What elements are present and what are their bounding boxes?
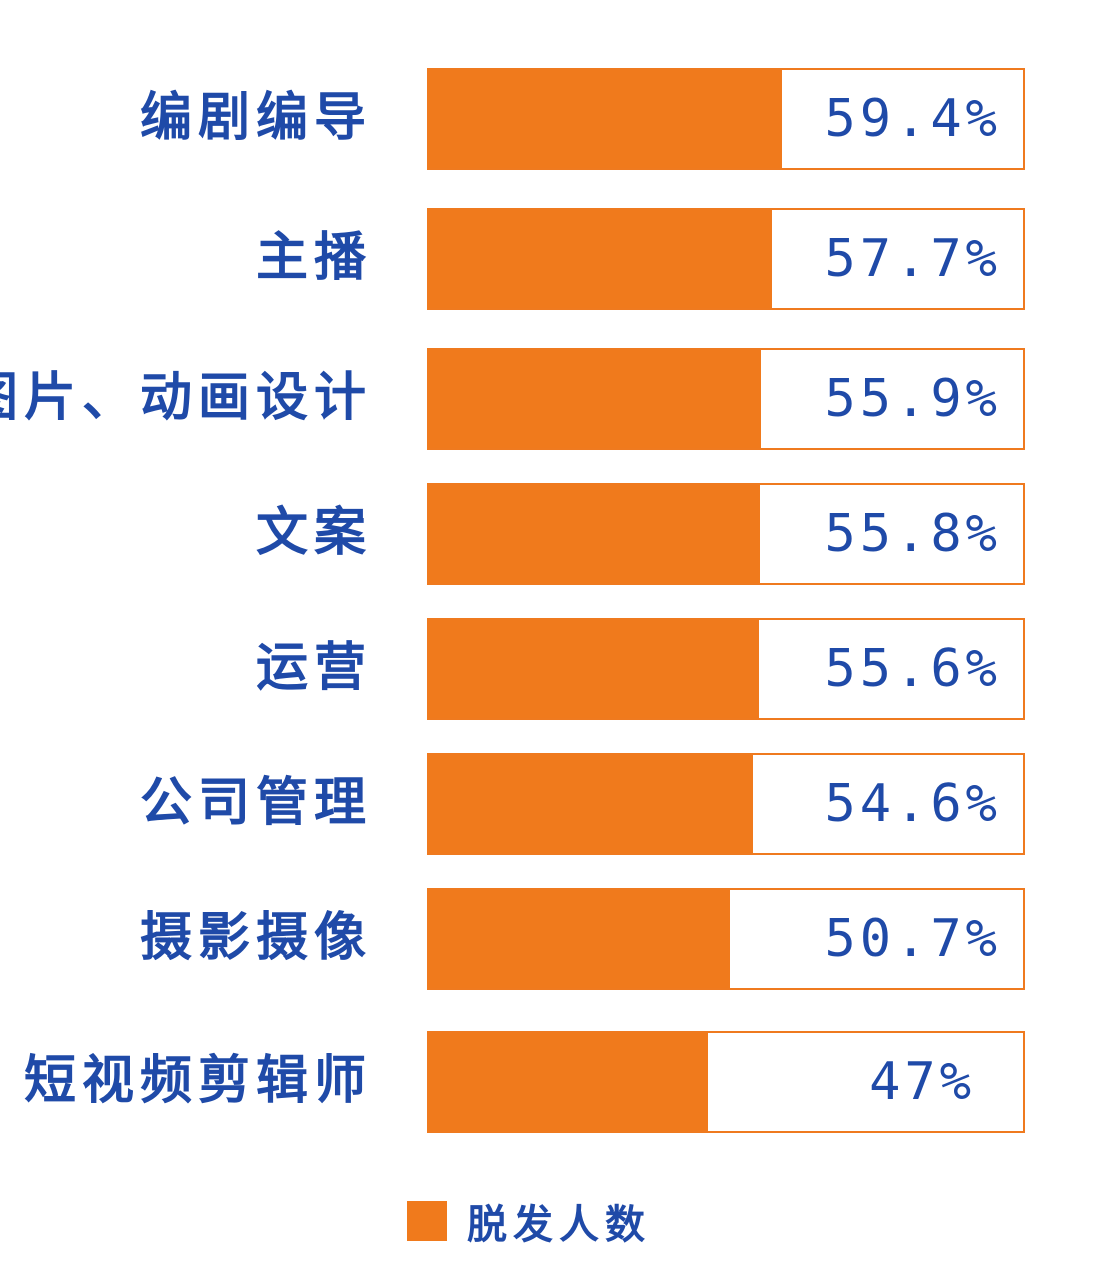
data-label: 55.9% [824,369,1001,429]
bar [429,620,759,718]
bar-frame: 57.7% [427,208,1025,310]
data-label: 55.8% [824,504,1001,564]
legend-label: 脱发人数 [467,1202,651,1248]
data-label: 50.7% [824,909,1001,969]
category-label: 公司管理 [139,773,372,833]
bar-frame: 55.6% [427,618,1025,720]
bar-frame: 50.7% [427,888,1025,990]
bar [429,1033,708,1131]
data-label: 54.6% [824,774,1001,834]
bar-frame: 47% [427,1031,1025,1133]
bar [429,485,760,583]
legend: 脱发人数 [407,1198,651,1248]
bar-frame: 55.8% [427,483,1025,585]
bar-frame: 55.9% [427,348,1025,450]
bar [429,890,730,988]
category-label: 主播 [255,228,372,288]
category-label: 运营 [255,638,372,698]
bar [429,755,753,853]
legend-swatch [407,1201,447,1241]
bar [429,350,761,448]
data-label: 47% [869,1052,975,1112]
bar [429,210,772,308]
bar [429,70,782,168]
category-label: 摄影摄像 [139,908,372,968]
category-label: 编剧编导 [139,88,372,148]
data-label: 59.4% [824,89,1001,149]
bar-frame: 59.4% [427,68,1025,170]
bar-frame: 54.6% [427,753,1025,855]
data-label: 57.7% [824,229,1001,289]
category-label: 图片、动画设计 [0,368,372,428]
category-label: 文案 [255,503,372,563]
data-label: 55.6% [824,639,1001,699]
category-label: 短视频剪辑师 [23,1051,372,1111]
